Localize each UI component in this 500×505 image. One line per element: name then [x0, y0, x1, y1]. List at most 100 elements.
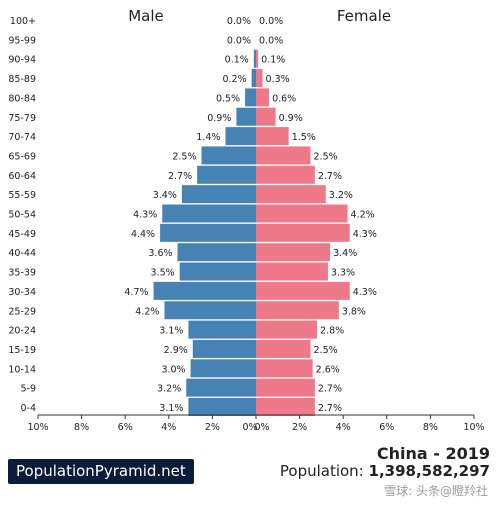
male-value-label-20-24: 3.1%: [159, 326, 183, 337]
bar-male-25-29: [164, 301, 256, 320]
x-axis: 10% 8% 6% 4% 2% 0%0% 2% 4% 6% 8% 10%: [27, 414, 485, 433]
bar-female-5-9: [256, 378, 315, 397]
x-tick-label-2: 6%: [118, 422, 133, 433]
bar-female-65-69: [256, 146, 311, 165]
bar-female-70-74: [256, 127, 289, 146]
female-value-label-5-9: 2.7%: [318, 384, 342, 395]
age-label-60-64: 60-64: [8, 171, 36, 182]
bar-male-85-89: [251, 69, 256, 88]
female-value-label-0-4: 2.7%: [318, 403, 342, 414]
age-label-100+: 100+: [10, 16, 36, 27]
age-label-20-24: 20-24: [8, 326, 36, 337]
bar-male-80-84: [245, 88, 256, 107]
bar-female-25-29: [256, 301, 339, 320]
male-value-label-50-54: 4.3%: [133, 210, 157, 221]
male-value-label-55-59: 3.4%: [153, 190, 177, 201]
labels-layer: 100+ 0.0% 0.0% 95-99 0.0% 0.0% 90-94 0.1% 0.1% 85…: [8, 16, 376, 414]
male-value-label-40-44: 3.6%: [148, 248, 172, 259]
age-label-15-19: 15-19: [8, 345, 36, 356]
bar-male-70-74: [225, 127, 256, 146]
bar-male-0-4: [188, 398, 256, 416]
age-label-10-14: 10-14: [8, 364, 36, 375]
age-label-65-69: 65-69: [8, 151, 36, 162]
age-label-40-44: 40-44: [8, 248, 36, 259]
x-tick-label-3: 4%: [161, 422, 176, 433]
male-value-label-90-94: 0.1%: [225, 55, 249, 66]
bar-female-30-34: [256, 281, 350, 300]
bar-male-45-49: [160, 223, 256, 242]
age-label-55-59: 55-59: [8, 190, 36, 201]
female-value-label-30-34: 4.3%: [353, 287, 377, 298]
x-tick-label-10: 8%: [423, 422, 438, 433]
bar-male-40-44: [177, 243, 256, 262]
female-value-label-100+: 0.0%: [259, 16, 283, 27]
female-value-label-50-54: 4.2%: [351, 210, 375, 221]
brand-logo[interactable]: PopulationPyramid.net: [8, 459, 194, 484]
x-tick-label-9: 6%: [379, 422, 394, 433]
male-value-label-5-9: 3.2%: [157, 384, 181, 395]
bar-female-15-19: [256, 339, 311, 358]
male-value-label-95-99: 0.0%: [227, 35, 251, 46]
age-label-45-49: 45-49: [8, 229, 36, 240]
title-male: Male: [128, 7, 164, 25]
bar-male-75-79: [236, 107, 256, 126]
bar-male-90-94: [253, 49, 256, 68]
bar-female-60-64: [256, 165, 315, 184]
female-value-label-20-24: 2.8%: [320, 326, 344, 337]
male-value-label-80-84: 0.5%: [216, 93, 240, 104]
male-value-label-65-69: 2.5%: [172, 151, 196, 162]
male-value-label-75-79: 0.9%: [207, 113, 231, 124]
age-label-95-99: 95-99: [8, 35, 36, 46]
bar-male-35-39: [179, 262, 256, 281]
x-tick-label-0: 10%: [27, 422, 48, 433]
bar-male-10-14: [190, 359, 256, 378]
male-value-label-15-19: 2.9%: [164, 345, 188, 356]
bar-male-60-64: [197, 165, 256, 184]
bar-female-0-4: [256, 398, 315, 416]
bar-female-55-59: [256, 185, 326, 204]
bar-female-85-89: [256, 69, 263, 88]
male-value-label-70-74: 1.4%: [196, 132, 220, 143]
female-value-label-90-94: 0.1%: [261, 55, 285, 66]
male-value-label-10-14: 3.0%: [161, 364, 185, 375]
male-value-label-0-4: 3.1%: [159, 403, 183, 414]
x-tick-label-6: 0%: [254, 422, 269, 433]
male-value-label-100+: 0.0%: [227, 16, 251, 27]
female-value-label-95-99: 0.0%: [259, 35, 283, 46]
bar-female-10-14: [256, 359, 313, 378]
bar-female-20-24: [256, 320, 318, 339]
female-value-label-65-69: 2.5%: [314, 151, 338, 162]
title-female: Female: [337, 7, 391, 25]
age-label-25-29: 25-29: [8, 306, 36, 317]
female-value-label-75-79: 0.9%: [279, 113, 303, 124]
bar-male-65-69: [201, 146, 256, 165]
bar-female-90-94: [256, 49, 259, 68]
female-value-label-40-44: 3.4%: [333, 248, 357, 259]
age-label-75-79: 75-79: [8, 113, 36, 124]
age-label-80-84: 80-84: [8, 93, 36, 104]
age-label-5-9: 5-9: [20, 384, 36, 395]
x-tick-label-7: 2%: [292, 422, 307, 433]
bar-female-80-84: [256, 88, 270, 107]
population-value: 1,398,582,297: [368, 462, 490, 480]
age-label-90-94: 90-94: [8, 55, 36, 66]
female-value-label-80-84: 0.6%: [272, 93, 296, 104]
female-value-label-25-29: 3.8%: [342, 306, 366, 317]
x-tick-label-4: 2%: [205, 422, 220, 433]
x-tick-label-11: 10%: [463, 422, 484, 433]
age-label-0-4: 0-4: [20, 403, 36, 414]
bar-male-20-24: [188, 320, 256, 339]
bar-female-35-39: [256, 262, 328, 281]
female-value-label-60-64: 2.7%: [318, 171, 342, 182]
male-value-label-30-34: 4.7%: [124, 287, 148, 298]
bar-male-50-54: [162, 204, 256, 223]
population-pyramid-chart: 100+ 0.0% 0.0% 95-99 0.0% 0.0% 90-94 0.1% 0.1% 85…: [8, 7, 485, 433]
bar-female-45-49: [256, 223, 350, 242]
male-value-label-85-89: 0.2%: [222, 74, 246, 85]
bar-male-55-59: [181, 185, 256, 204]
bar-male-15-19: [192, 339, 256, 358]
bar-female-75-79: [256, 107, 276, 126]
age-label-35-39: 35-39: [8, 268, 36, 279]
male-value-label-45-49: 4.4%: [131, 229, 155, 240]
male-value-label-35-39: 3.5%: [151, 268, 175, 279]
